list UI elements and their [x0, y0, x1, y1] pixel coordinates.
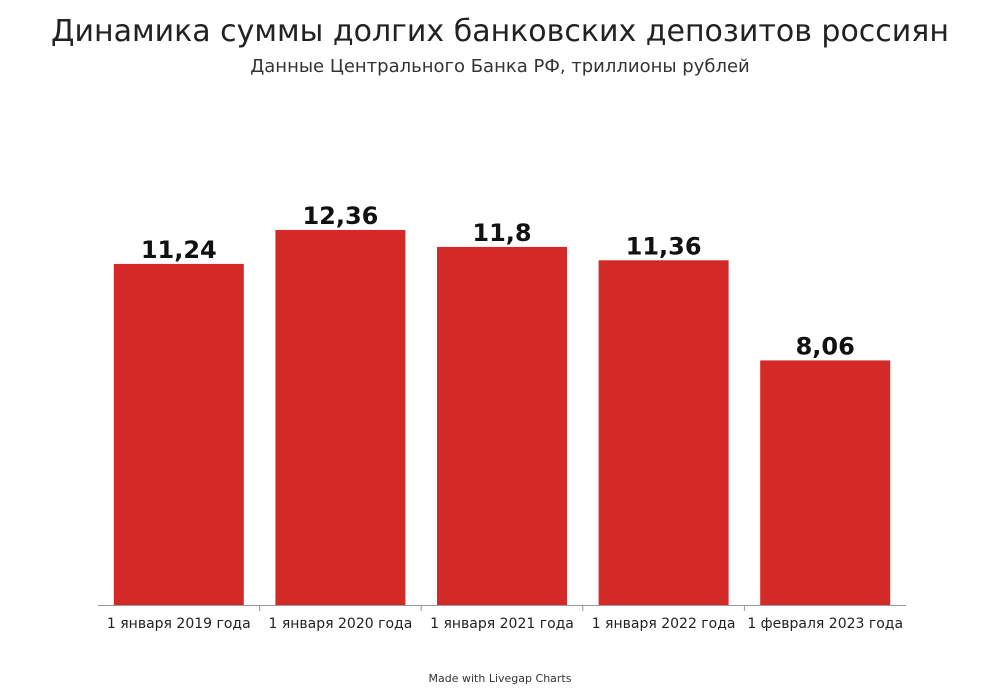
x-tick-label: 1 января 2022 года: [592, 616, 736, 632]
made-with-credit[interactable]: Made with Livegap Charts: [428, 672, 572, 685]
bar-value-label: 11,24: [141, 236, 217, 264]
bar-value-label: 11,8: [472, 219, 531, 247]
bar-1[interactable]: [113, 263, 244, 605]
bar-5[interactable]: [760, 360, 891, 605]
chart-title: Динамика суммы долгих банковских депозит…: [51, 14, 949, 49]
bar-value-label: 12,36: [302, 202, 378, 230]
bar-4[interactable]: [598, 260, 729, 605]
bar-value-label: 11,36: [626, 232, 702, 260]
x-tick-label: 1 февраля 2023 года: [747, 616, 903, 632]
bar-3[interactable]: [437, 246, 567, 605]
bar-2[interactable]: [275, 229, 406, 605]
bar-value-label: 8,06: [796, 332, 855, 360]
x-tick-label: 1 января 2021 года: [430, 616, 574, 632]
chart-subtitle: Данные Центрального Банка РФ, триллионы …: [250, 56, 750, 77]
x-tick-label: 1 января 2019 года: [107, 616, 251, 632]
x-tick-label: 1 января 2020 года: [269, 616, 413, 632]
